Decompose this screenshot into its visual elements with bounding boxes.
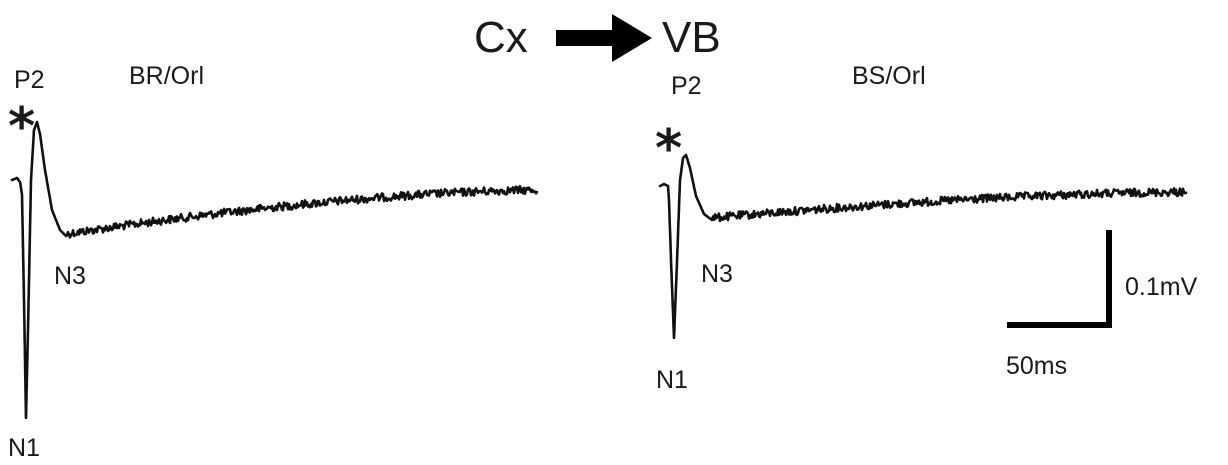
peak-label-n1: N1 (8, 434, 40, 462)
peak-label-n3: N3 (54, 262, 86, 290)
peak-label-n1: N1 (656, 366, 688, 394)
condition-label: BR/Orl (129, 62, 204, 90)
asterisk-icon: * (8, 97, 35, 157)
scale-bar: 0.1mV 50ms (1006, 230, 1198, 380)
panel-left: BR/Orl P2 * N3 N1 (8, 62, 539, 462)
scale-time-label: 50ms (1006, 352, 1067, 380)
pathway-header: Cx VB (474, 13, 721, 62)
right-arrow-icon (556, 14, 652, 62)
target-label: VB (662, 13, 721, 62)
asterisk-icon: * (655, 119, 682, 179)
peak-label-n3: N3 (701, 260, 733, 288)
panel-right: BS/Orl P2 * N3 N1 (655, 62, 1188, 394)
scale-bar-lines (1007, 230, 1112, 328)
scale-amplitude-label: 0.1mV (1125, 273, 1198, 301)
evoked-trace (10, 120, 539, 420)
peak-label-p2: P2 (14, 66, 45, 94)
peak-label-p2: P2 (671, 72, 702, 100)
evoked-trace (658, 153, 1188, 340)
source-label: Cx (474, 13, 528, 62)
condition-label: BS/Orl (852, 62, 926, 90)
